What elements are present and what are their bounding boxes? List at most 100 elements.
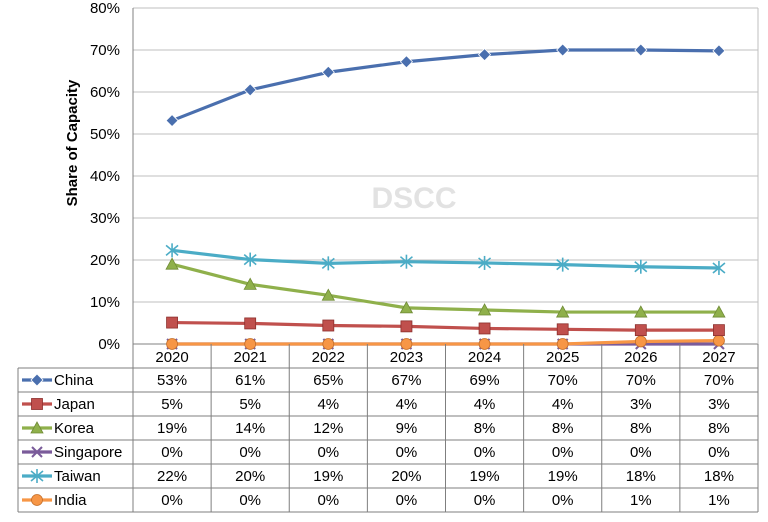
data-point	[556, 257, 570, 272]
table-cell: 18%	[626, 468, 656, 485]
table-cell: 0%	[396, 492, 418, 509]
series-line	[171, 48, 719, 123]
series-lines	[165, 43, 726, 350]
data-point	[400, 338, 413, 350]
table-cell: 3%	[708, 396, 730, 413]
legend-marker	[30, 469, 44, 483]
data-point	[400, 320, 413, 333]
table-cell: 0%	[552, 444, 574, 461]
data-point	[321, 65, 335, 79]
table-cell: 20%	[391, 468, 421, 485]
data-point	[634, 335, 647, 348]
table-cell: 70%	[626, 372, 656, 389]
table-cell: 65%	[313, 372, 343, 389]
legend-label: China	[54, 372, 94, 389]
data-point	[244, 338, 257, 350]
table-cell: 14%	[235, 420, 265, 437]
table-cell: 69%	[470, 372, 500, 389]
legend-label: Japan	[54, 396, 95, 413]
data-point	[634, 305, 648, 318]
table-cell: 19%	[313, 468, 343, 485]
legend-key-korea	[22, 421, 52, 434]
y-tick-label: 10%	[90, 294, 120, 311]
table-cell: 53%	[157, 372, 187, 389]
data-point	[399, 301, 414, 314]
table-cell: 61%	[235, 372, 265, 389]
x-tick-label: 2025	[546, 349, 579, 366]
table-cell: 22%	[157, 468, 187, 485]
table-cell: 3%	[630, 396, 652, 413]
legend-label: Singapore	[54, 444, 122, 461]
legend-key-china	[22, 373, 52, 387]
y-tick-label: 70%	[90, 42, 120, 59]
x-tick-label: 2021	[234, 349, 267, 366]
table-cell: 8%	[474, 420, 496, 437]
legend-label: Taiwan	[54, 468, 101, 485]
series-line	[172, 320, 719, 332]
table-cell: 0%	[161, 492, 183, 509]
legend-key-taiwan	[22, 469, 52, 483]
y-tick-label: 60%	[90, 84, 120, 101]
data-point	[321, 256, 335, 271]
series-korea	[165, 257, 726, 318]
legend-label: Korea	[54, 420, 95, 437]
table-cell: 0%	[317, 444, 339, 461]
table-cell: 0%	[239, 444, 261, 461]
data-point	[165, 243, 179, 258]
table-cell: 4%	[474, 396, 496, 413]
data-point	[634, 324, 647, 337]
y-tick-label: 80%	[90, 0, 120, 17]
data-point	[244, 317, 257, 330]
data-point	[478, 338, 491, 350]
series-china	[165, 43, 726, 128]
data-point	[713, 324, 725, 337]
data-point	[634, 259, 648, 274]
table-cell: 4%	[396, 396, 418, 413]
y-tick-label: 50%	[90, 126, 120, 143]
legend-marker	[31, 398, 43, 410]
data-point	[477, 48, 492, 62]
data-point	[712, 305, 726, 318]
table-cell: 9%	[396, 420, 418, 437]
data-point	[556, 43, 570, 57]
watermark: DSCC	[371, 182, 456, 215]
x-tick-label: 2027	[702, 349, 735, 366]
legend-marker	[30, 373, 44, 387]
table-cell: 19%	[157, 420, 187, 437]
y-axis-ticks: 0% 10% 20% 30% 40% 50% 60% 70% 80%	[90, 0, 120, 353]
table-cell: 70%	[548, 372, 578, 389]
table-cell: 0%	[474, 444, 496, 461]
data-point	[165, 257, 179, 270]
data-point	[321, 288, 335, 301]
x-tick-label: 2026	[624, 349, 657, 366]
series-line	[171, 248, 719, 270]
table-cell: 18%	[704, 468, 734, 485]
legend-marker	[31, 494, 43, 506]
data-point	[477, 303, 492, 316]
table-cell: 20%	[235, 468, 265, 485]
y-tick-label: 0%	[98, 336, 120, 353]
table-cell: 0%	[396, 444, 418, 461]
y-tick-label: 30%	[90, 210, 120, 227]
data-point	[556, 338, 569, 350]
table-cell: 8%	[552, 420, 574, 437]
x-tick-label: 2024	[468, 349, 501, 366]
data-point	[165, 113, 179, 128]
table-cell: 0%	[239, 492, 261, 509]
series-japan	[166, 316, 725, 337]
y-tick-label: 40%	[90, 168, 120, 185]
data-point	[243, 83, 257, 97]
x-tick-label: 2022	[312, 349, 345, 366]
table-cell: 19%	[470, 468, 500, 485]
data-point	[478, 322, 491, 335]
data-point	[322, 338, 335, 350]
table-cell: 8%	[630, 420, 652, 437]
marker-stroke	[31, 446, 43, 458]
legend-marker	[30, 421, 44, 434]
data-point	[322, 319, 335, 332]
series-taiwan	[165, 243, 726, 275]
data-point	[243, 252, 257, 267]
y-axis-label: Share of Capacity	[64, 79, 81, 206]
table-cell: 4%	[552, 396, 574, 413]
data-point	[634, 43, 648, 57]
